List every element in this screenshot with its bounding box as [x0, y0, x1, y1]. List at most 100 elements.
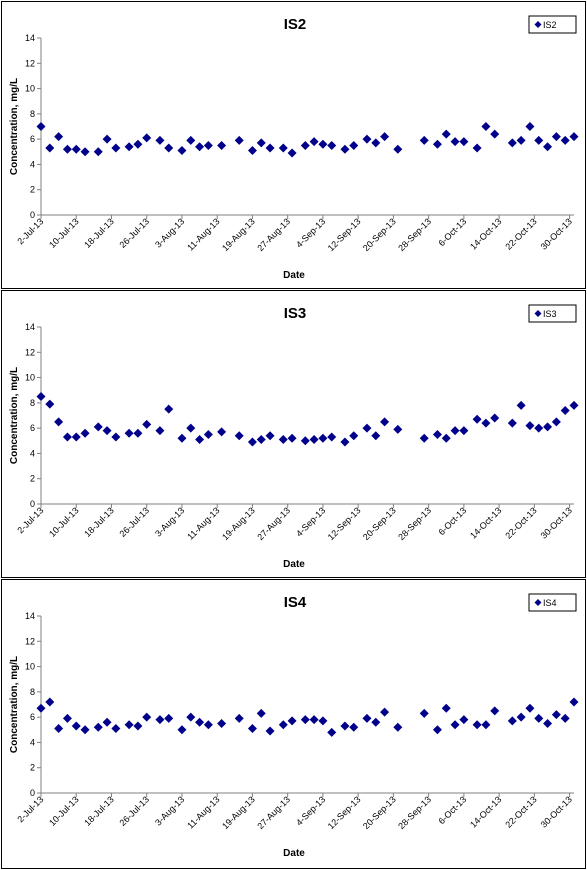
x-tick-label: 20-Sep-13: [361, 794, 398, 831]
data-point: [551, 417, 561, 427]
data-point: [186, 135, 196, 145]
y-tick-label: 14: [25, 611, 35, 621]
legend-box: [528, 593, 577, 612]
data-point: [349, 140, 359, 150]
data-point: [265, 726, 275, 736]
data-point: [217, 718, 227, 728]
y-tick-label: 2: [30, 763, 35, 773]
x-tick-label: 27-Aug-13: [255, 505, 292, 542]
chart-title: IS4: [284, 594, 307, 611]
data-point: [155, 715, 165, 725]
data-point: [45, 697, 55, 707]
chart-title: IS3: [284, 305, 307, 322]
data-point: [490, 706, 500, 716]
x-tick-label: 18-Jul-13: [82, 216, 116, 250]
x-tick-label: 26-Jul-13: [118, 216, 152, 250]
data-point: [507, 716, 517, 726]
data-point: [432, 429, 442, 439]
data-point: [349, 722, 359, 732]
x-tick-label: 6-Oct-13: [436, 216, 468, 248]
x-tick-label: 11-Aug-13: [185, 505, 221, 541]
x-tick-label: 28-Sep-13: [396, 794, 433, 831]
chart-panel-is4: IS4 0 2 4 6 8 10 12 14 2-Jul-13 10-Jul-13 18-Jul-13…: [1, 579, 586, 869]
x-tick-label: 11-Aug-13: [185, 216, 221, 252]
x-tick-label: 12-Sep-13: [326, 794, 363, 831]
legend: IS4: [528, 593, 577, 612]
data-point: [265, 431, 275, 441]
data-point: [340, 721, 350, 731]
data-point: [36, 392, 46, 402]
data-point: [203, 140, 213, 150]
x-tick-label: 26-Jul-13: [118, 505, 152, 539]
x-tick-label: 14-Oct-13: [468, 505, 503, 540]
data-point: [432, 139, 442, 149]
data-point: [481, 720, 491, 730]
y-tick-label: 2: [30, 185, 35, 195]
x-tick-label: 19-Aug-13: [220, 794, 257, 831]
legend-marker: [534, 21, 542, 28]
y-tick-label: 4: [30, 448, 35, 458]
legend-marker: [534, 310, 542, 317]
data-point: [507, 138, 517, 148]
data-point: [472, 720, 482, 730]
data-point: [265, 143, 275, 153]
y-tick-label: 4: [30, 159, 35, 169]
data-point: [534, 713, 544, 723]
data-point: [362, 134, 372, 144]
data-point: [569, 697, 579, 707]
data-point: [217, 140, 227, 150]
data-point: [450, 720, 460, 730]
data-point: [419, 135, 429, 145]
legend-box: [528, 15, 577, 34]
x-tick-label: 22-Oct-13: [503, 505, 538, 540]
data-point: [300, 140, 310, 150]
x-tick-label: 22-Oct-13: [503, 216, 538, 251]
data-point: [349, 431, 359, 441]
x-tick-label: 2-Jul-13: [15, 794, 45, 824]
x-tick-label: 19-Aug-13: [220, 216, 257, 253]
data-point: [481, 418, 491, 428]
data-point: [516, 400, 526, 410]
data-point: [441, 129, 451, 139]
data-point: [155, 426, 165, 436]
legend-marker: [534, 599, 542, 606]
data-point: [543, 718, 553, 728]
data-point: [507, 418, 517, 428]
data-point: [441, 433, 451, 443]
data-point: [534, 423, 544, 433]
data-point: [327, 140, 337, 150]
data-point: [560, 135, 570, 145]
x-tick-label: 26-Jul-13: [118, 794, 152, 828]
legend-box: [528, 304, 577, 323]
data-point: [71, 721, 81, 731]
data-point: [45, 143, 55, 153]
data-point: [186, 712, 196, 722]
x-tick-label: 12-Sep-13: [326, 216, 363, 253]
data-point: [309, 715, 319, 725]
data-point: [419, 433, 429, 443]
data-point: [525, 421, 535, 431]
data-point: [195, 717, 205, 727]
y-axis-title: Concentration, mg/L: [9, 367, 20, 464]
data-point: [164, 713, 174, 723]
data-point: [287, 148, 297, 158]
data-point: [102, 426, 112, 436]
data-point: [36, 703, 46, 713]
data-point: [111, 432, 121, 442]
data-point: [54, 132, 64, 142]
chart-panel-is3: IS3 0 2 4 6 8 10 12 14 2-Jul-13 10-Jul-13 18-Jul-13…: [1, 290, 586, 578]
data-point: [380, 417, 390, 427]
y-tick-label: 8: [30, 398, 35, 408]
data-point: [177, 725, 187, 735]
data-point: [300, 715, 310, 725]
x-tick-label: 11-Aug-13: [185, 794, 221, 830]
y-tick-label: 4: [30, 737, 35, 747]
y-tick-label: 0: [30, 499, 35, 509]
data-point: [393, 722, 403, 732]
data-point: [516, 135, 526, 145]
data-point: [186, 423, 196, 433]
data-point: [164, 404, 174, 414]
y-tick-label: 14: [25, 322, 35, 332]
x-tick-label: 27-Aug-13: [255, 794, 292, 831]
x-tick-label: 22-Oct-13: [503, 794, 538, 829]
